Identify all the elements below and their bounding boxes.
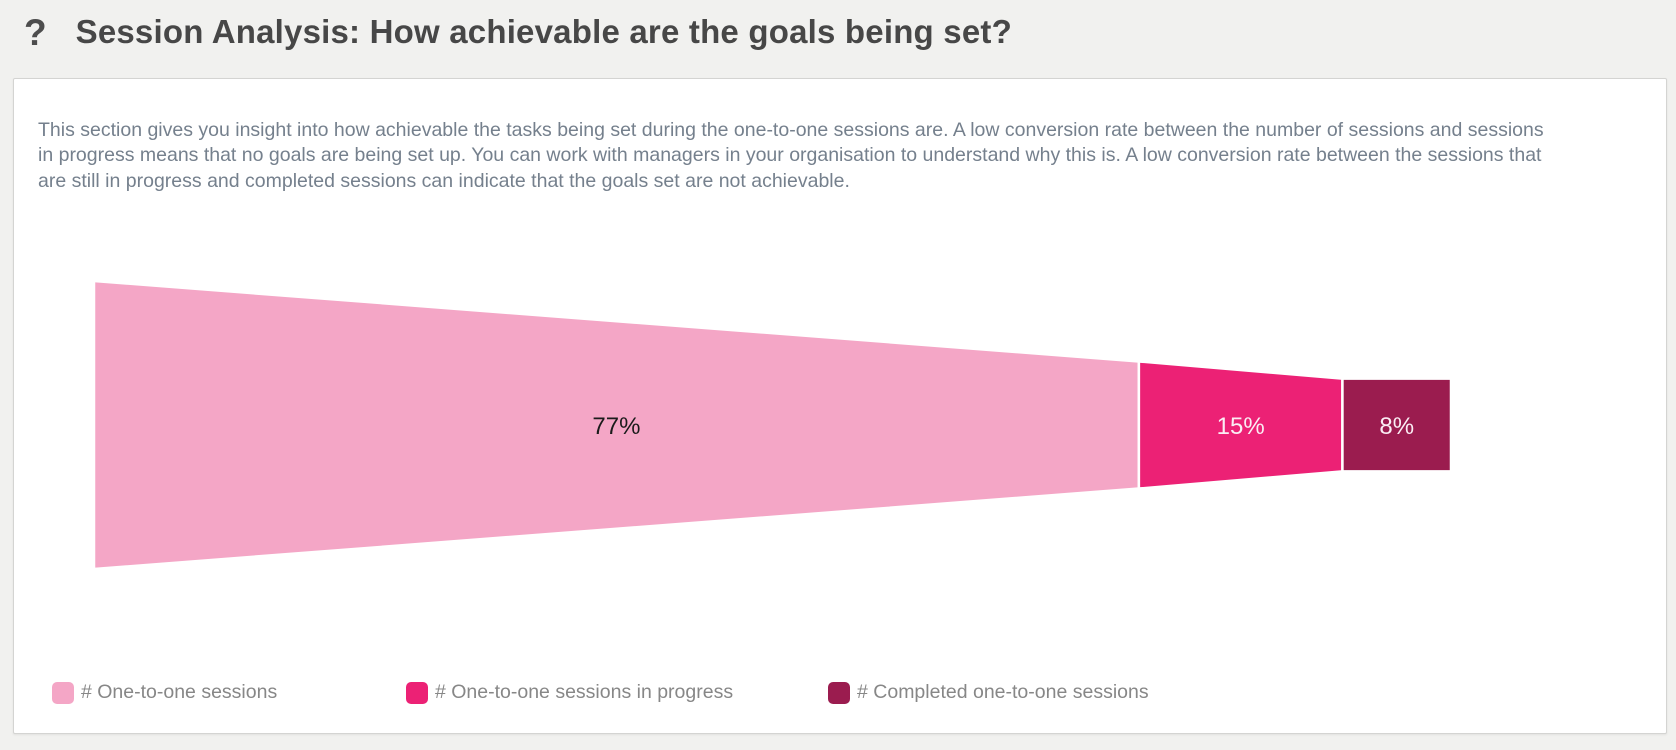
funnel-slice-label: 77% xyxy=(592,413,640,440)
legend-label: # One-to-one sessions in progress xyxy=(435,681,734,703)
legend-item-sessions-in-progress[interactable]: # One-to-one sessions in progress xyxy=(406,681,733,704)
legend-item-completed-sessions[interactable]: # Completed one-to-one sessions xyxy=(828,681,1149,704)
section-description: This section gives you insight into how … xyxy=(38,118,1544,192)
funnel-slice-label: 15% xyxy=(1217,413,1265,440)
funnel-slice[interactable] xyxy=(1341,377,1453,473)
page-header: ? Session Analysis: How achievable are t… xyxy=(0,0,1676,64)
funnel-chart: 77% 15% 8% xyxy=(92,279,1453,571)
help-icon[interactable]: ? xyxy=(24,11,47,53)
session-analysis-card: This section gives you insight into how … xyxy=(13,78,1667,734)
legend-item-one-to-one-sessions[interactable]: # One-to-one sessions xyxy=(52,681,277,704)
chart-legend: # One-to-one sessions # One-to-one sessi… xyxy=(14,681,1666,711)
page-title: Session Analysis: How achievable are the… xyxy=(75,13,1012,50)
legend-label: # Completed one-to-one sessions xyxy=(857,681,1149,703)
legend-swatch-maroon xyxy=(828,681,850,704)
legend-swatch-pink xyxy=(52,681,74,704)
legend-swatch-magenta xyxy=(406,681,428,704)
funnel-slice-label: 8% xyxy=(1379,413,1414,440)
legend-label: # One-to-one sessions xyxy=(81,681,278,703)
